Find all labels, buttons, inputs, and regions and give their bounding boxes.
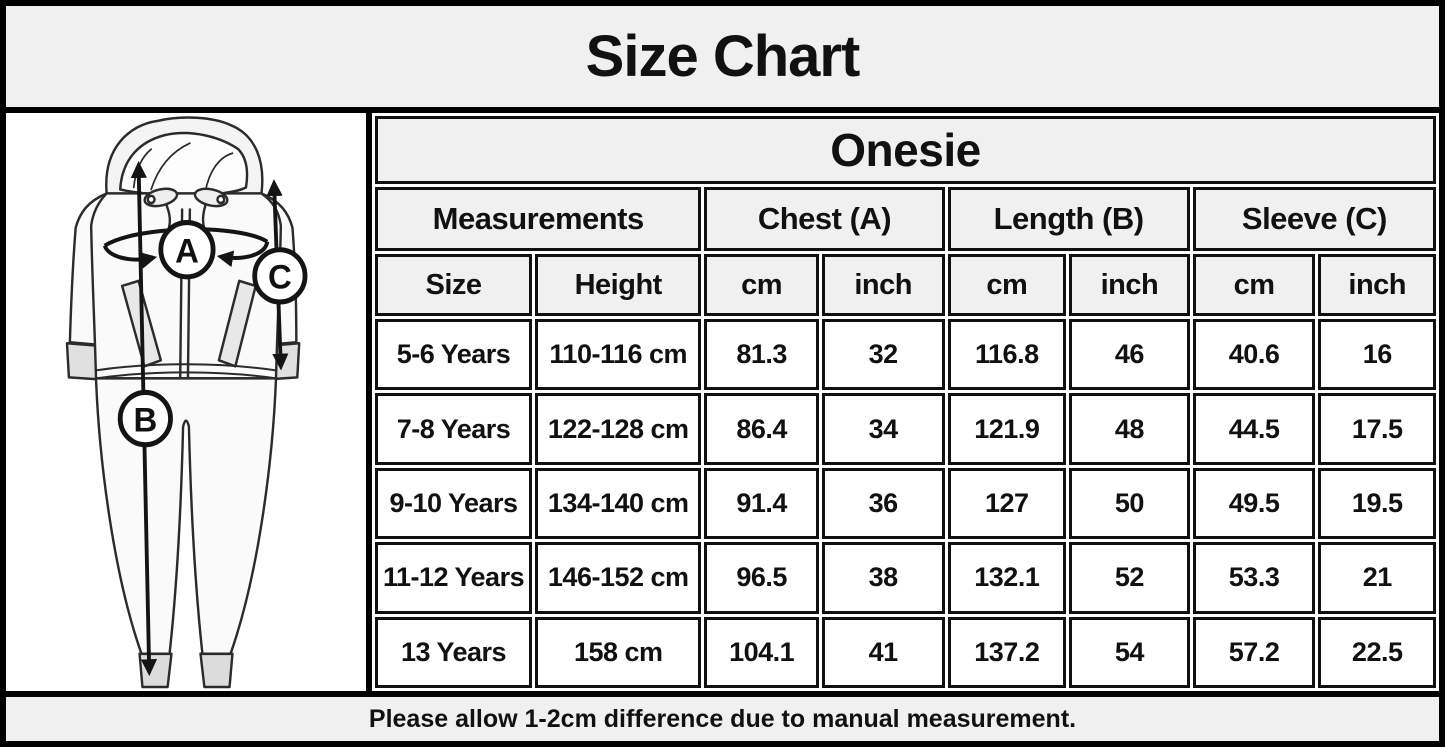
size-cell: 5-6 Years [375, 319, 533, 391]
sleeve-cm-cell: 40.6 [1192, 319, 1316, 391]
table-row: 5-6 Years 110-116 cm 81.3 32 116.8 46 40… [375, 319, 1436, 391]
sleeve-cm-cell: 57.2 [1192, 616, 1316, 688]
length-cm-cell: 132.1 [947, 542, 1067, 614]
height-cell: 146-152 cm [535, 542, 702, 614]
measure-badges: A B C [117, 220, 308, 448]
sleeve-inch-cell: 21 [1318, 542, 1436, 614]
sleeve-cm-cell: 53.3 [1192, 542, 1316, 614]
sleeve-inch-cell: 22.5 [1318, 616, 1436, 688]
table-row: 11-12 Years 146-152 cm 96.5 38 132.1 52 … [375, 542, 1436, 614]
col-header-size: Size [375, 254, 533, 316]
length-badge-letter: B [133, 402, 157, 440]
col-header-length-cm: cm [947, 254, 1067, 316]
sleeve-inch-cell: 16 [1318, 319, 1436, 391]
chest-cm-cell: 86.4 [704, 393, 819, 465]
table-row: 13 Years 158 cm 104.1 41 137.2 54 57.2 2… [375, 616, 1436, 688]
length-inch-cell: 46 [1069, 319, 1190, 391]
size-cell: 11-12 Years [375, 542, 533, 614]
length-inch-cell: 54 [1069, 616, 1190, 688]
chest-arrow-right [216, 241, 270, 268]
length-cm-cell: 116.8 [947, 319, 1067, 391]
onesie-diagram: A B C [65, 116, 308, 689]
sleeve-cm-cell: 44.5 [1192, 393, 1316, 465]
length-inch-cell: 52 [1069, 542, 1190, 614]
chest-badge-circle [158, 220, 216, 280]
sleeve-inch-cell: 19.5 [1318, 467, 1436, 540]
col-group-length: Length (B) [947, 187, 1190, 251]
chest-cm-cell: 104.1 [704, 616, 819, 688]
col-group-chest: Chest (A) [704, 187, 945, 251]
chest-inch-cell: 41 [821, 616, 945, 688]
height-cell: 134-140 cm [535, 467, 702, 540]
length-cm-cell: 137.2 [947, 616, 1067, 688]
table-row: 7-8 Years 122-128 cm 86.4 34 121.9 48 44… [375, 393, 1436, 465]
right-ankle-cuff [199, 652, 234, 689]
size-cell: 13 Years [375, 616, 533, 688]
length-cm-cell: 127 [947, 467, 1067, 540]
col-header-sleeve-cm: cm [1192, 254, 1316, 316]
length-badge-circle [117, 389, 173, 448]
length-inch-cell: 48 [1069, 393, 1190, 465]
chest-arrow-left [102, 244, 158, 269]
height-cell: 158 cm [535, 616, 702, 688]
chest-inch-cell: 36 [821, 467, 945, 540]
col-header-sleeve-inch: inch [1318, 254, 1436, 316]
main-section: A B C Onesie [6, 113, 1439, 691]
chest-cm-cell: 81.3 [704, 319, 819, 391]
chest-badge-letter: A [175, 233, 199, 271]
col-header-height: Height [535, 254, 702, 316]
height-cell: 110-116 cm [535, 319, 702, 391]
page-title: Size Chart [6, 6, 1439, 113]
length-cm-cell: 121.9 [947, 393, 1067, 465]
col-header-chest-cm: cm [704, 254, 819, 316]
chest-inch-cell: 38 [821, 542, 945, 614]
col-header-length-inch: inch [1069, 254, 1190, 316]
chest-inch-cell: 32 [821, 319, 945, 391]
size-table-panel: Onesie Measurements Chest (A) Length (B)… [372, 113, 1439, 691]
right-pocket [217, 279, 257, 368]
col-group-measurements: Measurements [375, 187, 702, 251]
left-ankle-cuff [138, 652, 173, 689]
col-group-sleeve: Sleeve (C) [1192, 187, 1436, 251]
size-table: Onesie Measurements Chest (A) Length (B)… [372, 113, 1439, 691]
measurement-disclaimer: Please allow 1-2cm difference due to man… [6, 691, 1439, 741]
onesie-diagram-panel: A B C [6, 113, 372, 691]
col-header-chest-inch: inch [821, 254, 945, 316]
sleeve-badge-circle [252, 247, 308, 305]
waist-seam [95, 363, 277, 380]
height-cell: 122-128 cm [535, 393, 702, 465]
table-row: 9-10 Years 134-140 cm 91.4 36 127 50 49.… [375, 467, 1436, 540]
chest-inch-cell: 34 [821, 393, 945, 465]
product-name-header: Onesie [375, 116, 1436, 184]
onesie-outline [65, 116, 301, 689]
sleeve-cm-cell: 49.5 [1192, 467, 1316, 540]
chest-cm-cell: 96.5 [704, 542, 819, 614]
sleeve-inch-cell: 17.5 [1318, 393, 1436, 465]
size-cell: 9-10 Years [375, 467, 533, 540]
sleeve-badge-letter: C [268, 259, 292, 297]
length-inch-cell: 50 [1069, 467, 1190, 540]
chest-cm-cell: 91.4 [704, 467, 819, 540]
size-cell: 7-8 Years [375, 393, 533, 465]
